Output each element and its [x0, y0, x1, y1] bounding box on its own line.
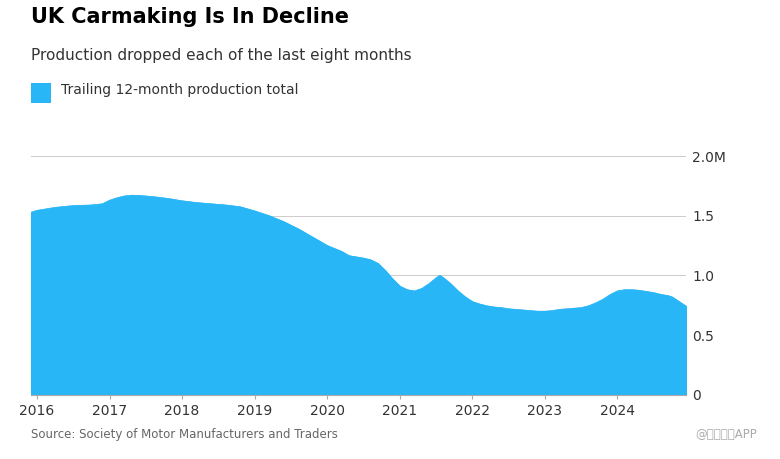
Text: Production dropped each of the last eight months: Production dropped each of the last eigh…	[31, 48, 412, 63]
Text: Source: Society of Motor Manufacturers and Traders: Source: Society of Motor Manufacturers a…	[31, 428, 338, 441]
Text: Trailing 12-month production total: Trailing 12-month production total	[61, 83, 298, 96]
Text: @智通财经APP: @智通财经APP	[695, 428, 757, 441]
Text: UK Carmaking Is In Decline: UK Carmaking Is In Decline	[31, 7, 349, 27]
